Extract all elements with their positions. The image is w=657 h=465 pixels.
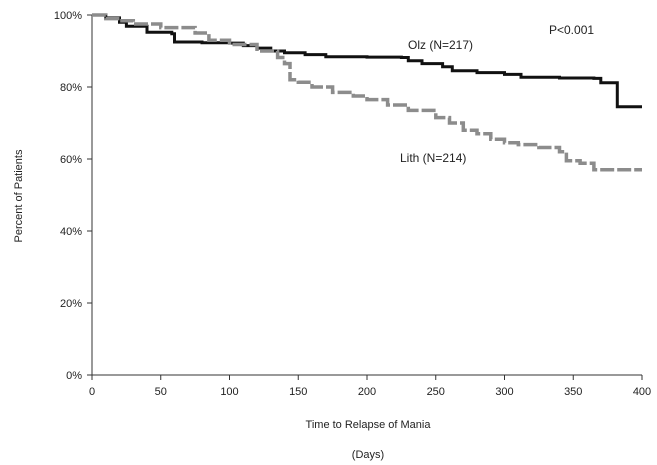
y-tick-label: 0% [66,370,82,382]
x-tick-label: 350 [564,386,582,398]
x-tick-label: 300 [495,386,513,398]
x-axis-subtitle: (Days) [352,449,384,461]
series-label-olz: Olz (N=217) [408,38,473,52]
x-tick-label: 400 [633,386,651,398]
p-value-annotation: P<0.001 [549,23,594,37]
x-axis-title: Time to Relapse of Mania [306,419,432,431]
x-tick-label: 0 [89,386,95,398]
y-axis-title: Percent of Patients [13,149,25,242]
x-tick-label: 200 [358,386,376,398]
axes: 0 50 100 150 200 250 300 350 400 0% 20% 40% 60% 80% 10… [54,10,651,398]
y-tick-label: 20% [60,298,82,310]
y-tick-label: 100% [54,10,82,22]
x-tick-label: 250 [427,386,445,398]
series-line-lith [92,13,642,172]
x-tick-label: 100 [220,386,238,398]
x-tick-label: 50 [155,386,167,398]
y-tick-label: 60% [60,154,82,166]
y-tick-label: 80% [60,82,82,94]
series-layer [92,13,642,172]
y-tick-label: 40% [60,226,82,238]
x-tick-label: 150 [289,386,307,398]
series-line-olz [92,13,642,109]
series-label-lith: Lith (N=214) [400,151,466,165]
